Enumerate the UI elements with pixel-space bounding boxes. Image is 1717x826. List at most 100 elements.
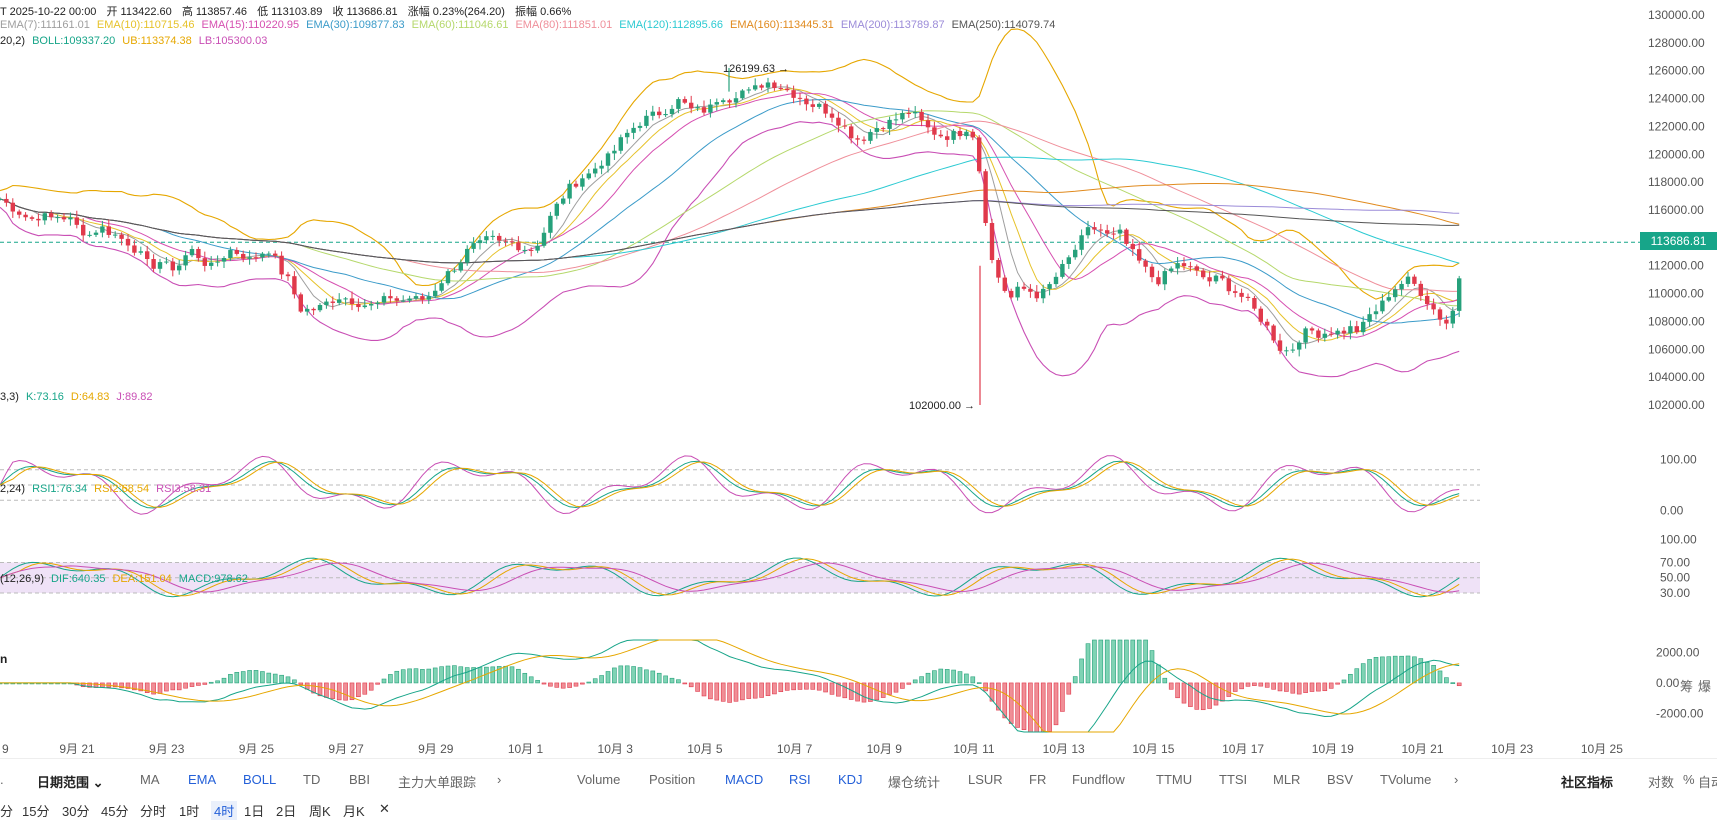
candle-body [682,99,687,103]
toolbar-item[interactable]: › [1454,772,1459,787]
toolbar-item[interactable]: TTMU [1156,772,1193,787]
macd-histogram-bar [541,682,547,685]
candle-body [266,253,271,255]
toolbar-item[interactable]: BOLL [243,772,277,787]
candle-body [49,213,54,218]
candle-body [119,234,124,239]
toolbar-item[interactable]: MLR [1273,772,1301,787]
price-tick-label: 128000.00 [1648,36,1705,50]
x-tick-label: 10月 13 [1043,742,1085,756]
toolbar-item[interactable]: 自动 [1698,775,1717,790]
candle-body [10,202,15,212]
macd-histogram-bar [356,682,361,697]
candle-body [74,217,79,225]
candle-body [964,131,969,137]
x-tick-label: 9月 27 [328,742,364,756]
toolbar-item[interactable]: Volume [577,772,621,787]
toolbar-item[interactable]: BSV [1327,772,1354,787]
candle-body [535,245,540,251]
macd-legend-item: DIF:640.35 [51,573,106,585]
candle-body [509,241,515,243]
liquidation-side-button[interactable]: 爆 [1698,679,1712,694]
toolbar-item[interactable]: KDJ [838,772,863,787]
toolbar-item[interactable]: TTSI [1219,772,1248,787]
toolbar-item[interactable]: 主力大单跟踪 [398,775,477,790]
macd-histogram-bar [1277,682,1283,692]
macd-histogram-bar [1418,658,1424,684]
macd-histogram-bar [253,670,259,684]
candle-body [996,259,1001,278]
candle-body [1207,277,1212,282]
candle-body [1092,227,1097,230]
timeframe-option[interactable]: 1时 [179,804,200,819]
timeframe-option[interactable]: 15分 [22,804,50,819]
toolbar-item[interactable]: % [1683,772,1695,787]
macd-histogram-bar [1232,682,1238,692]
macd-histogram-bar [1245,682,1251,687]
boll-lower [0,121,1460,378]
candle-body [221,258,227,262]
toolbar-item[interactable]: › [497,772,502,787]
candle-body [1162,271,1167,285]
toolbar-item[interactable]: 爆仓统计 [888,775,941,790]
timeframe-option[interactable]: 1日 [244,804,265,819]
candle-body [586,173,591,179]
candle-body [151,259,156,269]
toolbar-item[interactable]: TD [303,772,321,787]
candle-body [797,97,803,99]
ema-line [0,92,1460,338]
candle-body [695,107,700,109]
timeframe-option[interactable]: 30分 [62,804,90,819]
candle-body [1169,268,1174,272]
macd-histogram-bar [1284,682,1289,692]
toolbar-item[interactable]: Fundflow [1072,772,1125,787]
ema-line [0,183,1460,264]
timeframe-option[interactable]: ✕ [379,801,390,816]
timeframe-option[interactable]: 分 [0,804,14,819]
toolbar-item[interactable]: BBI [349,772,370,787]
candle-body [145,251,150,260]
candle-body [106,226,111,235]
candle-body [388,296,393,299]
boll-legend-item: BOLL:109337.20 [32,35,116,47]
macd-histogram-bar [1047,682,1052,732]
timeframe-option[interactable]: 45分 [101,804,129,819]
candle-body [1137,249,1142,261]
chips-side-button[interactable]: 筹 [1680,679,1694,694]
macd-histogram-bar [1328,682,1334,689]
chart-canvas[interactable]: 126199.63 → 102000.00 → 100.00 0.00 100.00… [0,0,1717,758]
timeframe-option[interactable]: 4时 [211,801,238,820]
toolbar-item[interactable]: 对数 [1648,775,1675,790]
toolbar-item[interactable]: Position [649,772,696,787]
macd-histogram-bar [765,682,771,696]
candle-body [1130,243,1135,250]
toolbar-item[interactable]: 社区指标 [1561,775,1614,790]
candle-body [548,215,553,233]
timeframe-option[interactable]: 月K [343,804,365,819]
x-tick-label: 10月 1 [508,742,544,756]
toolbar-item[interactable]: LSUR [968,772,1003,787]
toolbar-item[interactable]: MA [140,772,160,787]
macd-histogram-bar [1028,682,1033,733]
toolbar-item[interactable]: TVolume [1380,772,1432,787]
candle-body [484,236,489,241]
candle-body [426,296,431,300]
macd-panel: 2000.00 0.00 -2000.00 [0,639,1704,733]
toolbar-item[interactable]: MACD [725,772,764,787]
macd-histogram-bar [247,670,252,684]
toolbar-item[interactable]: EMA [188,772,217,787]
timeframe-option[interactable]: 2日 [276,804,297,819]
toolbar-item[interactable]: . [0,772,4,787]
macd-histogram-bar [759,682,764,698]
toolbar-item[interactable]: RSI [789,772,811,787]
candle-body [253,257,259,259]
candle-body [983,171,988,224]
candle-body [292,276,297,295]
timeframe-option[interactable]: 分时 [140,804,167,819]
candle-body [650,111,655,116]
timeframe-option[interactable]: 周K [309,804,331,819]
toolbar-item[interactable]: FR [1029,772,1047,787]
candle-body [1265,321,1270,326]
toolbar-item[interactable]: 日期范围 ⌄ [37,775,104,790]
